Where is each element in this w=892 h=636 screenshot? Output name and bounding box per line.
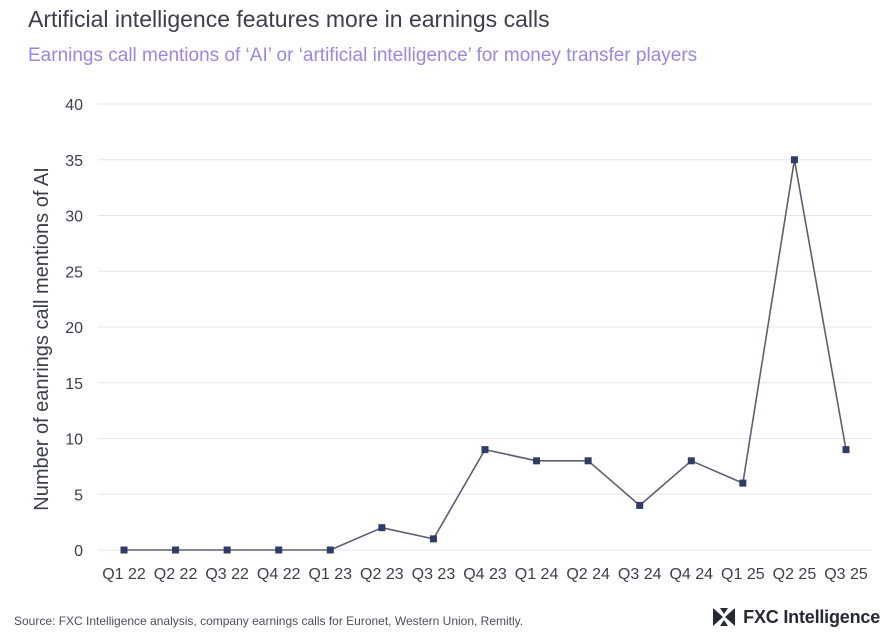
x-tick-label: Q1 25 [721, 566, 765, 583]
x-tick-label: Q3 23 [412, 566, 456, 583]
series-group [120, 156, 850, 554]
x-tick-label: Q3 22 [205, 566, 249, 583]
brand-name: FXC Intelligence [743, 606, 880, 627]
y-tick-label: 5 [74, 487, 83, 504]
x-tick-label: Q4 24 [669, 566, 713, 583]
y-axis-label: Number of eanrings call mentions of AI [31, 167, 53, 511]
brand: FXC Intelligence [711, 606, 880, 628]
x-tick-label: Q2 24 [566, 566, 610, 583]
data-point-q2-22 [172, 546, 180, 554]
y-axis-ticks: 0 5 10 15 20 25 30 35 40 [65, 97, 83, 560]
data-point-q2-25 [790, 156, 798, 164]
x-tick-label: Q4 22 [257, 566, 301, 583]
y-tick-label: 30 [65, 209, 83, 226]
gridlines [98, 103, 872, 551]
y-tick-label: 20 [65, 320, 83, 337]
y-tick-label: 25 [65, 264, 83, 281]
data-point-q1-22 [120, 546, 128, 554]
x-tick-label: Q1 24 [515, 566, 559, 583]
x-tick-label: Q3 25 [824, 566, 868, 583]
x-tick-label: Q1 23 [308, 566, 352, 583]
data-point-q1-24 [533, 457, 541, 465]
y-tick-label: 40 [65, 97, 83, 114]
y-tick-label: 15 [65, 376, 83, 393]
data-point-q1-23 [326, 546, 334, 554]
chart-title: Artificial intelligence features more in… [28, 6, 550, 32]
x-tick-label: Q2 25 [773, 566, 817, 583]
data-point-q3-25 [842, 446, 850, 454]
data-point-q3-23 [429, 535, 437, 543]
x-tick-label: Q2 22 [154, 566, 198, 583]
y-tick-label: 35 [65, 153, 83, 170]
series-line [124, 158, 847, 551]
data-point-q1-25 [739, 479, 747, 487]
y-tick-label: 0 [74, 543, 83, 560]
x-tick-label: Q2 23 [360, 566, 404, 583]
x-tick-label: Q4 23 [463, 566, 507, 583]
x-axis-ticks: Q1 22 Q2 22 Q3 22 Q4 22 Q1 23 Q2 23 Q3 23 Q4 23… [102, 566, 868, 583]
chart-subtitle: Earnings call mentions of ‘AI’ or ‘artif… [28, 45, 698, 66]
x-tick-label: Q1 22 [102, 566, 146, 583]
fxc-logo-icon [713, 608, 736, 626]
data-point-q2-24 [584, 457, 592, 465]
x-tick-label: Q3 24 [618, 566, 662, 583]
data-point-q4-24 [687, 457, 695, 465]
source-note: Source: FXC Intelligence analysis, compa… [14, 614, 524, 628]
data-point-q3-24 [636, 501, 644, 509]
data-point-q4-22 [275, 546, 283, 554]
y-tick-label: 10 [65, 432, 83, 449]
data-point-q3-22 [223, 546, 231, 554]
data-point-q2-23 [378, 524, 386, 532]
data-point-q4-23 [481, 446, 489, 454]
